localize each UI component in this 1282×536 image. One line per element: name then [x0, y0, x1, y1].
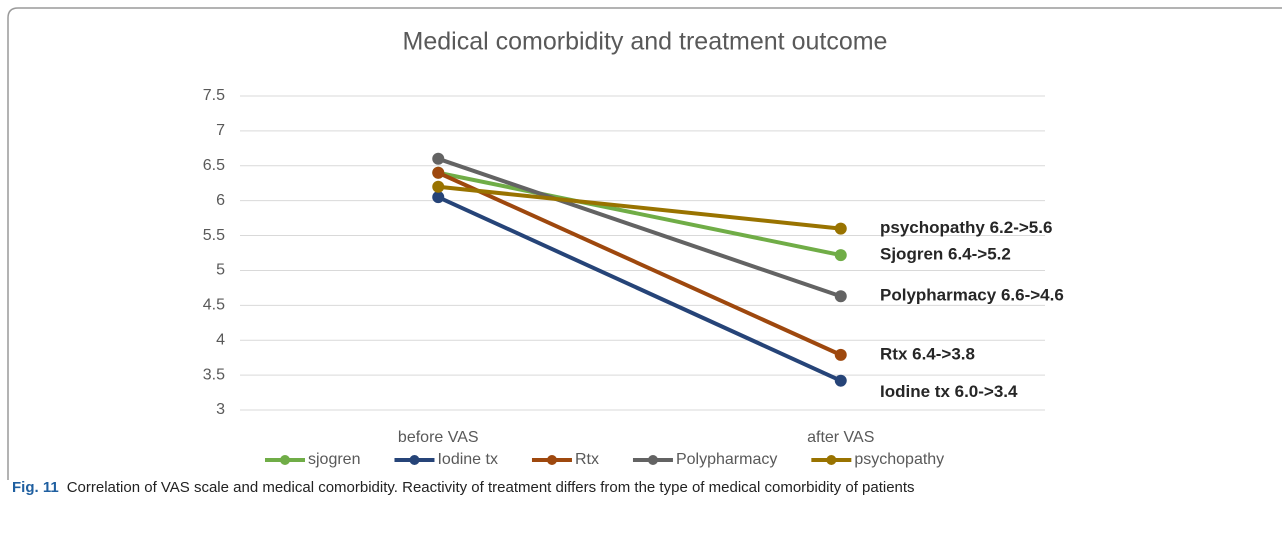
caption: Fig. 11 Correlation of VAS scale and medi…: [12, 479, 915, 496]
series-point: [834, 222, 847, 235]
series-point: [834, 348, 847, 361]
y-tick-label: 3.5: [203, 366, 225, 383]
series-point: [432, 166, 445, 179]
frame: [7, 7, 1282, 480]
series-point: [834, 290, 847, 303]
legend-marker: [280, 455, 290, 465]
y-tick-label: 5: [216, 262, 225, 279]
legend-label: Iodine tx: [437, 451, 497, 468]
series-line: [437, 195, 842, 383]
y-tick-label: 6.5: [203, 157, 225, 174]
series-line: [437, 170, 842, 357]
series-point: [432, 191, 445, 204]
y-tick-label: 4.5: [203, 297, 225, 314]
caption-text: Correlation of VAS scale and medical com…: [67, 479, 915, 496]
series-point: [432, 152, 445, 165]
chart-title: Medical comorbidity and treatment outcom…: [403, 28, 888, 56]
y-tick-label: 7: [216, 122, 225, 139]
y-tick-label: 3: [216, 401, 225, 418]
legend-marker: [409, 455, 420, 465]
annotation: Sjogren 6.4->5.2: [880, 245, 1011, 264]
legend-marker: [647, 455, 658, 465]
annotation: Rtx 6.4->3.8: [880, 344, 975, 363]
y-tick-label: 5.5: [203, 227, 225, 244]
annotation: psychopathy 6.2->5.6: [880, 218, 1052, 237]
series-line: [438, 184, 841, 231]
annotation: Polypharmacy 6.6->4.6: [880, 286, 1064, 305]
legend-label: sjogren: [308, 451, 360, 468]
y-tick-label: 4: [216, 331, 225, 348]
series-line: [437, 156, 842, 299]
legend-label: Polypharmacy: [676, 451, 777, 468]
series-point: [432, 180, 445, 193]
legend-label: psychopathy: [854, 451, 944, 468]
y-tick-label: 7.5: [203, 87, 225, 104]
caption-label: Fig. 11: [12, 479, 59, 496]
legend-marker: [546, 455, 557, 465]
x-tick-label: before VAS: [398, 429, 479, 446]
y-tick-label: 6: [216, 192, 225, 209]
series-point: [834, 249, 847, 262]
series-line: [437, 170, 842, 258]
legend-label: Rtx: [575, 451, 599, 468]
annotation: Iodine tx 6.0->3.4: [880, 382, 1018, 401]
series-point: [834, 374, 847, 387]
x-tick-label: after VAS: [807, 429, 874, 446]
legend-marker: [826, 455, 837, 465]
